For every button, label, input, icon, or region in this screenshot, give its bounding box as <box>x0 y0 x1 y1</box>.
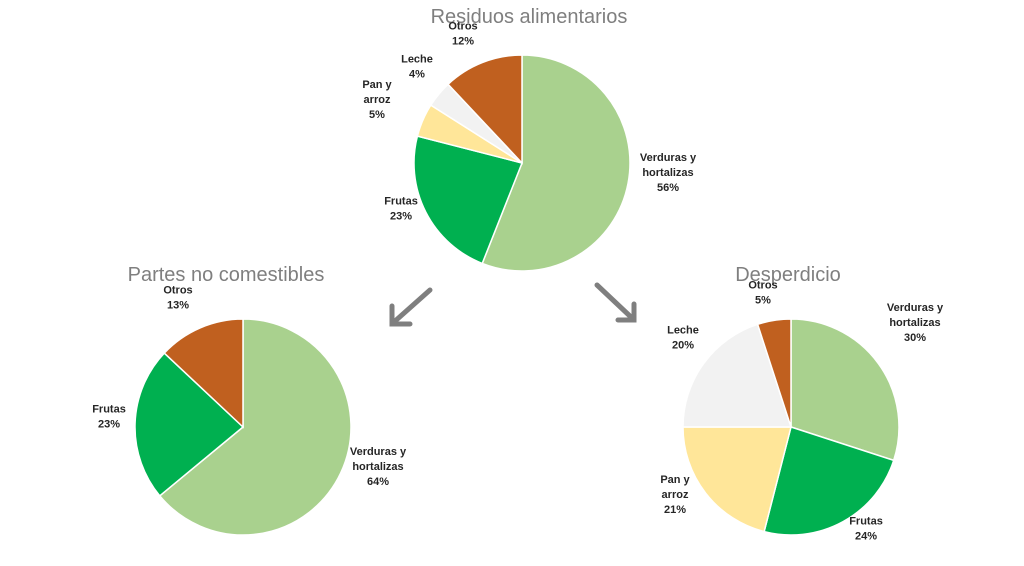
pie-residuos-alimentarios: Verduras y hortalizas 56% Frutas 23% Pan y arr… <box>362 21 697 272</box>
slice-frutas <box>763 426 895 536</box>
pie-desperdicio: Verduras y hortalizas 30% Frutas 24% Pan y arr… <box>660 280 944 543</box>
slice-label-leche: Leche 20% <box>667 325 699 352</box>
arrow-down-right-icon <box>594 282 637 323</box>
slice-label-pan-y-arroz: Pan y arroz 21% <box>660 474 690 516</box>
slice-otros <box>756 318 792 428</box>
title-residuos-alimentarios: Residuos alimentarios <box>431 6 628 28</box>
slice-label-otros: Otros 12% <box>448 21 477 48</box>
slice-pan-y-arroz <box>682 426 792 533</box>
arrow-down-left-icon <box>389 287 433 327</box>
slice-label-verduras-y-hortalizas: Verduras y hortalizas 30% <box>887 302 944 344</box>
slice-label-frutas: Frutas 23% <box>92 404 126 431</box>
slice-label-verduras-y-hortalizas: Verduras y hortalizas 64% <box>350 446 407 488</box>
slice-label-frutas: Frutas 24% <box>849 516 883 543</box>
slice-label-otros: Otros 13% <box>163 285 192 312</box>
slice-verduras-y-hortalizas <box>158 318 352 536</box>
slice-leche <box>682 323 793 428</box>
title-desperdicio: Desperdicio <box>735 264 841 286</box>
slice-verduras-y-hortalizas <box>790 318 900 462</box>
slice-verduras-y-hortalizas <box>481 54 631 272</box>
slice-frutas <box>134 352 245 497</box>
slice-label-frutas: Frutas 23% <box>384 196 418 223</box>
slice-otros <box>163 318 244 429</box>
slice-label-leche: Leche 4% <box>401 54 433 81</box>
title-partes-no-comestibles: Partes no comestibles <box>128 264 325 286</box>
slice-label-pan-y-arroz: Pan y arroz 5% <box>362 79 392 121</box>
slice-label-verduras-y-hortalizas: Verduras y hortalizas 56% <box>640 152 697 194</box>
slice-otros <box>447 54 523 165</box>
slice-label-otros: Otros 5% <box>748 280 777 307</box>
pie-partes-no-comestibles: Verduras y hortalizas 64% Frutas 23% Otros 13% <box>92 285 407 536</box>
slice-frutas <box>413 135 524 265</box>
